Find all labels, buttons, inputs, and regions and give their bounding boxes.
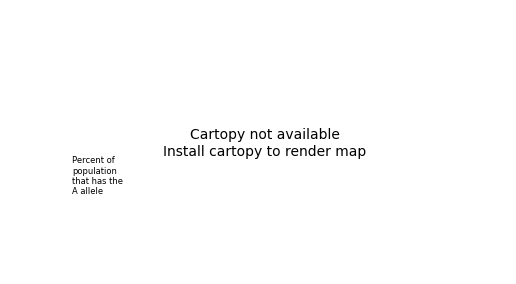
Text: Cartopy not available
Install cartopy to render map: Cartopy not available Install cartopy to… bbox=[163, 128, 366, 158]
Text: Percent of
population
that has the
A allele: Percent of population that has the A all… bbox=[72, 156, 123, 196]
